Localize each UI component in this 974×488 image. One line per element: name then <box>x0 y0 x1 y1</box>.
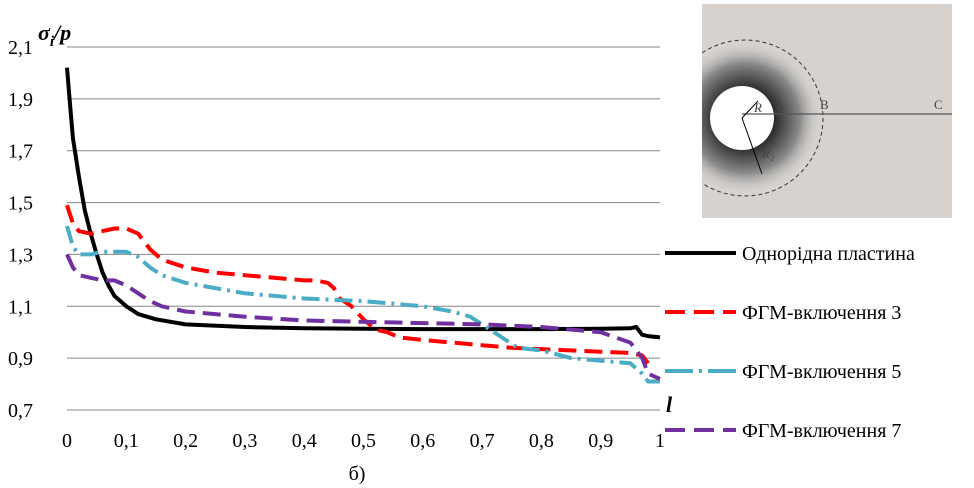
x-tick-label: 0,4 <box>292 430 317 452</box>
radius2-arrow <box>741 117 763 175</box>
y-tick-label: 2,1 <box>8 37 33 59</box>
x-tick-label: 0,6 <box>410 430 435 452</box>
y-axis-label: σi/p <box>38 20 71 50</box>
series-line-2 <box>65 204 650 365</box>
legend: Однорідна пластина ФГМ-включення 3 ФГМ-вкл… <box>665 243 915 442</box>
inset-label-c: C <box>934 97 943 112</box>
legend-label: ФГМ-включення 7 <box>742 420 901 442</box>
inset-label-b: B <box>820 97 829 112</box>
x-tick-label: 0,7 <box>470 430 495 452</box>
y-tick-label: 1,5 <box>8 193 33 215</box>
x-tick-label: 0,9 <box>588 430 613 452</box>
grid <box>67 46 660 411</box>
legend-label: ФГМ-включення 3 <box>742 302 901 324</box>
x-tick-label: 0,8 <box>529 430 554 452</box>
inset-label-r2: R₂ <box>761 146 775 161</box>
y-tick-label: 0,9 <box>8 348 33 370</box>
x-tick-label: 0,2 <box>173 430 198 452</box>
legend-label: Однорідна пластина <box>742 243 915 265</box>
x-tick-labels: 0 0,1 0,2 0,3 0,4 0,5 0,6 0,7 0,8 0,9 1 <box>62 430 665 452</box>
series-line-1 <box>65 67 661 340</box>
x-tick-label: 0,5 <box>351 430 376 452</box>
radius-arrow <box>741 100 759 119</box>
x-tick-label: 0 <box>62 430 72 452</box>
caption: б) <box>349 463 366 485</box>
y-tick-label: 1,7 <box>8 141 33 163</box>
y-tick-label: 1,9 <box>8 89 33 111</box>
y-tick-label: 1,3 <box>8 244 33 266</box>
inset-label-a: A <box>775 97 785 112</box>
inset-label-r: R <box>753 100 762 115</box>
series-lines <box>65 67 661 384</box>
legend-label: ФГМ-включення 5 <box>742 361 901 383</box>
y-tick-label: 0,7 <box>8 400 33 422</box>
x-tick-label: 0,1 <box>114 430 139 452</box>
series-line-4 <box>65 253 661 381</box>
x-tick-label: 0,3 <box>232 430 257 452</box>
y-tick-label: 1,1 <box>8 296 33 318</box>
inset-diagram: A B C R R₂ <box>702 4 952 218</box>
y-tick-labels: 0,7 0,9 1,1 1,3 1,5 1,7 1,9 2,1 <box>8 37 33 422</box>
x-tick-label: 1 <box>655 430 665 452</box>
outer-circle <box>702 39 824 197</box>
x-axis-label: l <box>666 392 673 417</box>
